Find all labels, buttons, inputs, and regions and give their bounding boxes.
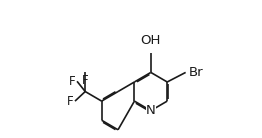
Text: N: N bbox=[146, 104, 156, 117]
Text: F: F bbox=[69, 75, 76, 88]
Text: F: F bbox=[82, 74, 89, 87]
Text: F: F bbox=[67, 95, 74, 108]
Text: Br: Br bbox=[188, 66, 203, 79]
Text: OH: OH bbox=[141, 34, 161, 47]
